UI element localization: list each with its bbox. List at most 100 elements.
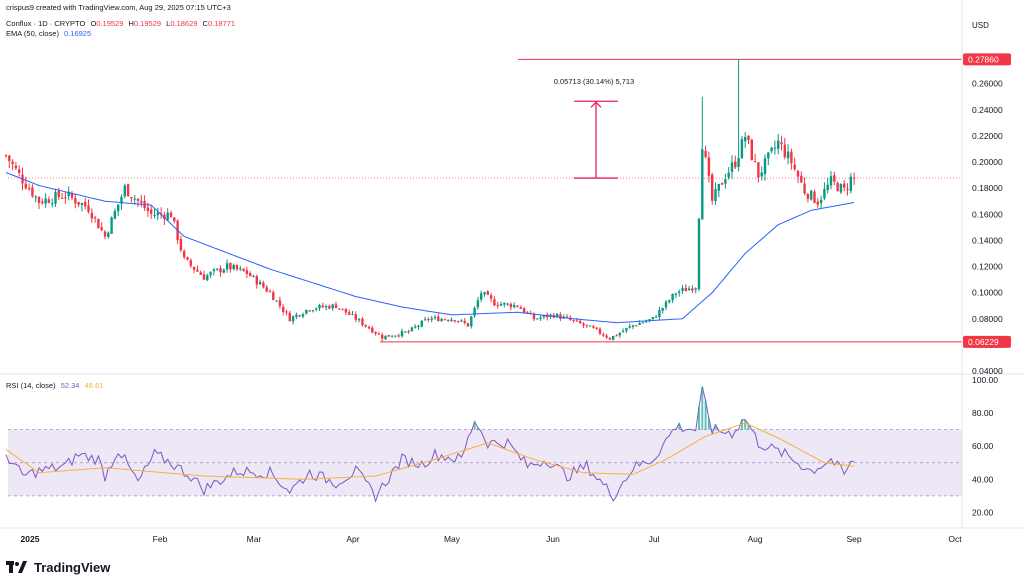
candle-body — [720, 183, 724, 185]
candle-body — [110, 217, 113, 234]
candle-body — [843, 183, 846, 188]
candle-body — [103, 231, 107, 237]
rsi-path — [5, 386, 855, 503]
candle-body — [651, 317, 654, 319]
candle-body — [522, 308, 526, 313]
candle-body — [394, 335, 397, 337]
candle-body — [150, 209, 153, 214]
candle-body — [159, 212, 163, 215]
candle-body — [846, 188, 849, 190]
candle-body — [179, 238, 183, 251]
rsi-legend[interactable]: RSI (14, close) 52.34 48.61 — [6, 381, 106, 390]
price-tick-label: 0.08000 — [972, 314, 1003, 324]
candle-body — [225, 263, 229, 270]
time-tick-label: 2025 — [21, 534, 40, 544]
candle-body — [120, 196, 123, 204]
candle-body — [852, 177, 856, 179]
candle-body — [272, 292, 275, 301]
candle-body — [212, 269, 216, 272]
candle-body — [780, 142, 783, 145]
candle-body — [268, 291, 272, 293]
time-tick-label: Jul — [649, 534, 660, 544]
candle-body — [24, 183, 27, 189]
candle-body — [489, 295, 493, 299]
candle-body — [318, 305, 321, 309]
candle-body — [265, 287, 268, 292]
candle-body — [638, 323, 641, 325]
candle-body — [770, 147, 773, 152]
candle-body — [701, 149, 704, 220]
candle-body — [819, 199, 823, 204]
candle-body — [354, 314, 357, 320]
time-tick-label: Aug — [747, 534, 762, 544]
rsi-tick-label: 100.00 — [972, 375, 998, 385]
candle-body — [84, 201, 87, 207]
candle-body — [645, 321, 648, 323]
candle-body — [384, 335, 387, 340]
ema-legend[interactable]: EMA (50, close) 0.16925 — [6, 29, 94, 38]
candle-body — [836, 182, 839, 192]
candle-body — [374, 331, 377, 334]
candle-body — [810, 190, 813, 200]
time-tick-label: Sep — [846, 534, 861, 544]
candlesticks — [4, 59, 856, 342]
rsi-label: RSI (14, close) — [6, 381, 56, 390]
candle-body — [549, 314, 552, 317]
symbol-legend[interactable]: Conflux · 1D · CRYPTO O0.19529 H0.19529 … — [6, 19, 238, 28]
tradingview-logo[interactable]: TradingView — [6, 560, 110, 575]
candle-body — [760, 172, 763, 177]
candle-body — [783, 144, 786, 158]
candle-body — [618, 332, 621, 336]
candle-body — [532, 314, 536, 320]
candle-body — [536, 318, 539, 320]
candle-body — [219, 268, 222, 273]
ohlc-high: H0.19529 — [128, 19, 162, 28]
candle-body — [753, 161, 757, 163]
candle-body — [397, 335, 400, 337]
axes: USD 0.26000 0.24000 0.22000 0.20000 0.18000 0… — [0, 0, 1024, 544]
candle-body — [806, 193, 810, 199]
brand-name: TradingView — [34, 560, 111, 575]
candle-body — [301, 314, 305, 317]
candle-body — [315, 308, 318, 310]
candle-body — [592, 326, 595, 328]
candle-body — [239, 268, 242, 270]
rsi-panel — [0, 373, 1024, 503]
candle-body — [625, 328, 628, 331]
candle-body — [97, 218, 100, 229]
ema-line — [5, 172, 855, 324]
chart-credit: crispus9 created with TradingView.com, A… — [6, 3, 231, 12]
candle-body — [849, 176, 852, 191]
candle-body — [417, 325, 420, 327]
candle-body — [707, 157, 711, 176]
candle-body — [691, 288, 694, 291]
candle-body — [437, 316, 440, 322]
rsi-ma-value: 48.61 — [84, 381, 104, 390]
candle-body — [328, 306, 331, 309]
candle-body — [433, 317, 437, 319]
candle-body — [493, 299, 496, 306]
candle-body — [278, 300, 282, 307]
candle-body — [800, 175, 803, 183]
candle-body — [826, 184, 829, 191]
price-tick-label: 0.18000 — [972, 183, 1003, 193]
candle-body — [410, 327, 414, 332]
candle-body — [757, 162, 760, 178]
candle-body — [348, 312, 351, 315]
candle-body — [727, 172, 730, 178]
time-tick-label: Oct — [948, 534, 962, 544]
ema-value: 0.16925 — [64, 29, 92, 38]
price-tick-label: 0.14000 — [972, 235, 1003, 245]
price-tick-label: 0.20000 — [972, 157, 1003, 167]
candle-body — [156, 212, 159, 216]
candle-body — [51, 203, 54, 205]
candle-body — [400, 331, 404, 337]
candle-body — [668, 300, 671, 303]
candle-body — [460, 320, 463, 322]
candle-body — [635, 325, 638, 327]
candle-body — [367, 326, 371, 329]
candle-body — [341, 308, 344, 310]
candle-body — [414, 326, 417, 328]
candle-body — [199, 272, 202, 275]
